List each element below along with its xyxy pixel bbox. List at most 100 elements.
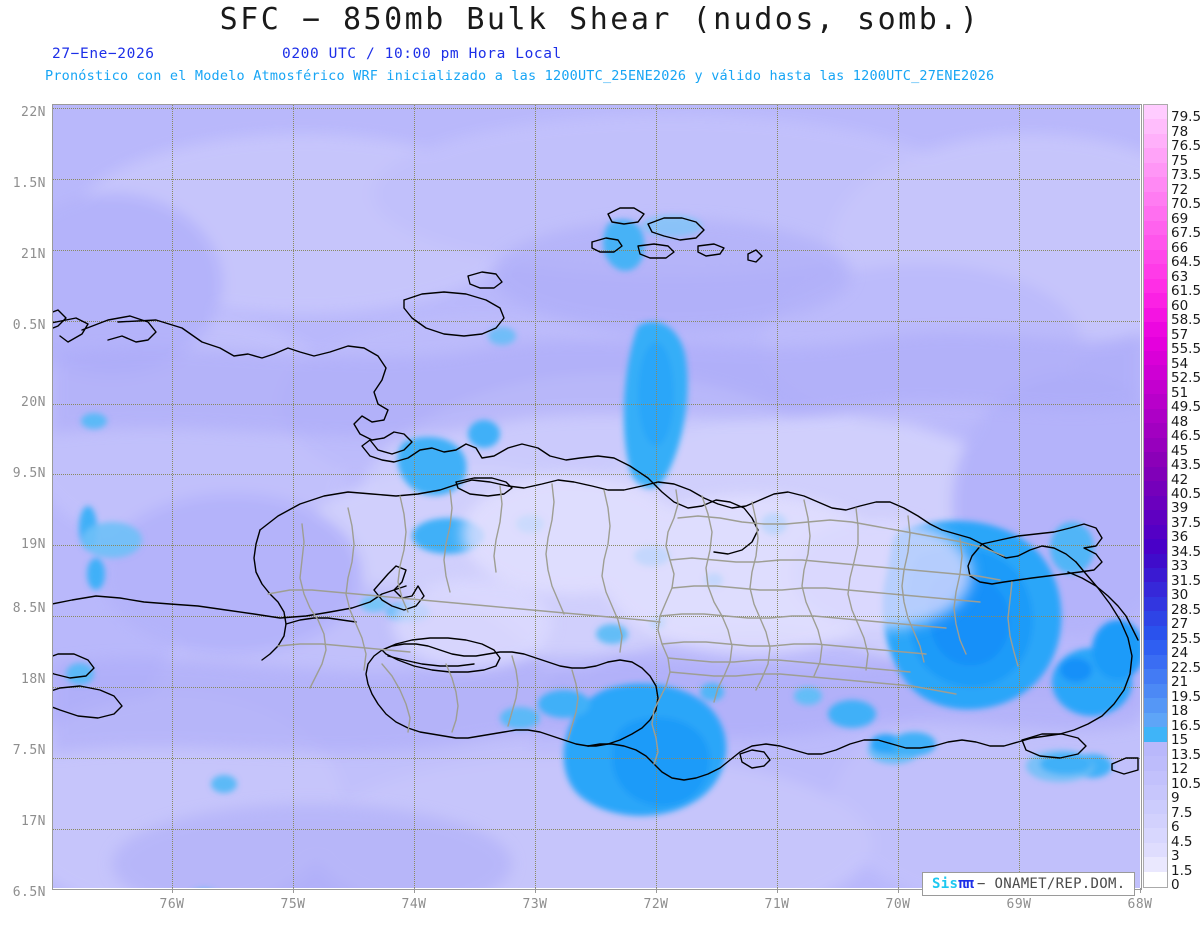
- colorbar-cell: [1144, 524, 1167, 540]
- colorbar-tick-label: 31.5: [1171, 572, 1200, 589]
- sistt-logo-sis: Sis: [932, 876, 959, 892]
- colorbar-cell: [1144, 596, 1167, 612]
- xtick-68W: 68W: [1127, 897, 1153, 912]
- colorbar-cell: [1144, 741, 1167, 757]
- colorbar-cell: [1144, 379, 1167, 395]
- colorbar-cell: [1144, 322, 1167, 337]
- colorbar-tick-label: 36: [1171, 529, 1189, 546]
- credit-organization: − ONAMET/REP.DOM.: [977, 876, 1126, 892]
- colorbar-tick-label: 6: [1171, 819, 1180, 836]
- shear-shading-layer: [52, 104, 1140, 888]
- colorbar-cell: [1144, 770, 1167, 786]
- map-outlines-layer: [52, 207, 1139, 781]
- colorbar-cell: [1144, 756, 1167, 771]
- xtick-72W: 72W: [643, 897, 669, 912]
- ytick-16_5N: 6.5N: [12, 885, 46, 900]
- colorbar-tick-label: 39: [1171, 500, 1189, 517]
- colorbar-cell: [1144, 350, 1167, 366]
- page-title: SFC − 850mb Bulk Shear (nudos, somb.): [219, 2, 981, 37]
- colorbar-tick-label: 66: [1171, 239, 1189, 256]
- colorbar-tick-label: 43.5: [1171, 457, 1200, 474]
- model-description-line: Pronóstico con el Modelo Atmosférico WRF…: [45, 68, 995, 84]
- colorbar-tick-label: 10.5: [1171, 775, 1200, 792]
- colorbar-cell: [1144, 495, 1167, 511]
- colorbar-cell: [1144, 698, 1167, 713]
- ytick-17N: 17N: [21, 814, 46, 829]
- colorbar-cell: [1144, 466, 1167, 482]
- colorbar-tick-label: 25.5: [1171, 630, 1200, 647]
- colorbar-tick-label: 58.5: [1171, 312, 1200, 329]
- credit-badge: Sis ππ − ONAMET/REP.DOM.: [922, 872, 1136, 896]
- colorbar-tick-label: 49.5: [1171, 399, 1200, 416]
- colorbar-tick-label: 3: [1171, 848, 1180, 865]
- colorbar-tick-label: 61.5: [1171, 283, 1200, 300]
- colorbar-cell: [1144, 481, 1167, 496]
- ytick-22N: 22N: [21, 105, 46, 120]
- forecast-date: 27−Ene−2026: [52, 46, 155, 62]
- colorbar-cell: [1144, 625, 1167, 641]
- colorbar-tick-label: 33: [1171, 558, 1189, 575]
- colorbar-tick-label: 13.5: [1171, 746, 1200, 763]
- colorbar-tick-label: 42: [1171, 471, 1189, 488]
- colorbar-tick-label: 60: [1171, 297, 1189, 314]
- colorbar-cell: [1144, 293, 1167, 308]
- colorbar-tick-label: 76.5: [1171, 138, 1200, 155]
- colorbar-cell: [1144, 785, 1167, 800]
- colorbar-cell: [1144, 799, 1167, 814]
- colorbar-cell: [1144, 683, 1167, 699]
- colorbar-tick-label: 30: [1171, 587, 1189, 604]
- colorbar-tick-label: 18: [1171, 703, 1189, 720]
- colorbar-cell: [1144, 712, 1167, 728]
- colorbar-cell: [1144, 278, 1167, 294]
- colorbar-cell: [1144, 539, 1167, 554]
- colorbar-cell: [1144, 105, 1167, 120]
- colorbar-cell: [1144, 119, 1167, 134]
- colorbar-cell: [1144, 133, 1167, 149]
- ytick-19_5N: 9.5N: [12, 466, 46, 481]
- colorbar-tick-label: 46.5: [1171, 428, 1200, 445]
- colorbar-tick-label: 51: [1171, 384, 1189, 401]
- colorbar-cell: [1144, 871, 1167, 887]
- colorbar-tick-label: 24: [1171, 645, 1189, 662]
- colorbar-cell: [1144, 307, 1167, 323]
- colorbar: [1143, 104, 1168, 888]
- colorbar-tick-label: 37.5: [1171, 514, 1200, 531]
- colorbar-cell: [1144, 568, 1167, 583]
- colorbar-cell: [1144, 264, 1167, 279]
- colorbar-cell: [1144, 162, 1167, 178]
- colorbar-cell: [1144, 654, 1167, 670]
- xtick-76W: 76W: [159, 897, 185, 912]
- colorbar-tick-label: 16.5: [1171, 717, 1200, 734]
- colorbar-cell: [1144, 220, 1167, 236]
- colorbar-cell: [1144, 336, 1167, 351]
- colorbar-tick-label: 72: [1171, 181, 1189, 198]
- weather-map-plot: [52, 104, 1140, 888]
- colorbar-cell: [1144, 582, 1167, 597]
- colorbar-tick-label: 1.5: [1171, 862, 1193, 879]
- ytick-21N: 21N: [21, 247, 46, 262]
- sistt-logo-pi: ππ: [958, 876, 974, 892]
- colorbar-tick-label: 21: [1171, 674, 1189, 691]
- colorbar-cell: [1144, 437, 1167, 453]
- colorbar-cell: [1144, 249, 1167, 265]
- colorbar-cell: [1144, 394, 1167, 409]
- colorbar-labels: 79.5 78 76.5 75 73.5 72 70.5 69 67.5 66 64.5 63 61.5…: [1171, 104, 1200, 892]
- colorbar-tick-label: 73.5: [1171, 167, 1200, 184]
- colorbar-tick-label: 64.5: [1171, 254, 1200, 271]
- ytick-19N: 19N: [21, 537, 46, 552]
- xtick-69W: 69W: [1006, 897, 1032, 912]
- colorbar-cell: [1144, 423, 1167, 438]
- forecast-time-line: 27−Ene−2026 0200 UTC / 10:00 pm Hora Loca…: [52, 46, 1152, 62]
- colorbar-tick-label: 45: [1171, 442, 1189, 459]
- xtick-71W: 71W: [764, 897, 790, 912]
- colorbar-cell: [1144, 148, 1167, 163]
- colorbar-cell: [1144, 813, 1167, 829]
- colorbar-cell: [1144, 365, 1167, 380]
- xtick-75W: 75W: [280, 897, 306, 912]
- colorbar-tick-label: 55.5: [1171, 341, 1200, 358]
- ytick-18_5N: 8.5N: [12, 601, 46, 616]
- colorbar-tick-label: 52.5: [1171, 370, 1200, 387]
- colorbar-cell: [1144, 727, 1167, 742]
- colorbar-cell: [1144, 842, 1167, 858]
- colorbar-tick-label: 19.5: [1171, 688, 1200, 705]
